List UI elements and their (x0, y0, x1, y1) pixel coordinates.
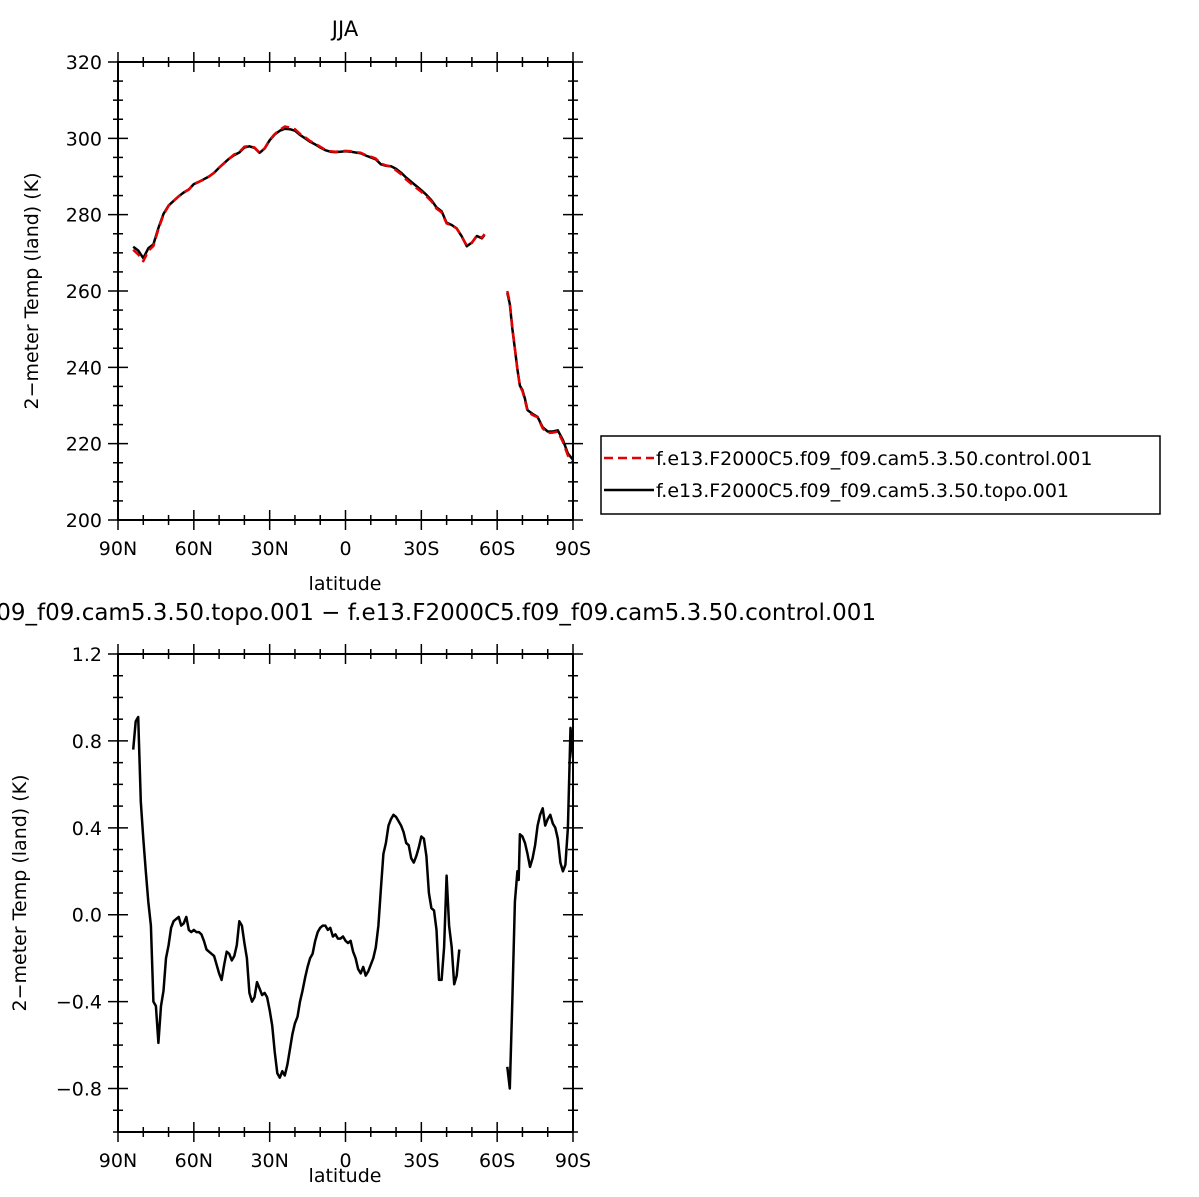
legend-label-topo: f.e13.F2000C5.f09_f09.cam5.3.50.topo.001 (656, 480, 1069, 502)
top-x-tick-label: 30N (250, 538, 288, 560)
top-x-axis-label: latitude (309, 573, 382, 595)
bottom-series-lines (131, 715, 573, 1090)
bottom-x-axis-label: latitude (309, 1165, 382, 1187)
top-x-tick-label: 30S (403, 538, 439, 560)
bottom-x-tick-label: 90N (99, 1150, 137, 1172)
top-ticks (108, 52, 583, 530)
bottom-y-tick-label: 0.0 (72, 905, 102, 927)
top-x-tick-label: 60N (175, 538, 213, 560)
top-x-tick-label: 90N (99, 538, 137, 560)
top-series-lines (132, 125, 573, 464)
bottom-panel: f.e13.F2000C5.f09_f09.cam5.3.50.topo.001… (0, 600, 876, 1187)
bottom-x-tick-label: 0 (339, 1150, 351, 1172)
bottom-y-axis-label: 2−meter Temp (land) (K) (9, 774, 31, 1011)
bottom-x-tick-label: 90S (555, 1150, 591, 1172)
top-y-tick-label: 320 (66, 52, 102, 74)
top-series-line-0-segment-1 (506, 290, 573, 464)
bottom-ticks (108, 644, 583, 1142)
top-series-line-1-segment-0 (132, 127, 486, 260)
top-y-tick-label: 200 (66, 510, 102, 532)
bottom-plot-frame (117, 653, 574, 1133)
bottom-x-tick-label: 60N (175, 1150, 213, 1172)
bottom-y-tick-label: 0.4 (72, 818, 102, 840)
legend-box (600, 435, 1161, 515)
top-y-tick-label: 280 (66, 205, 102, 227)
bottom-title: f.e13.F2000C5.f09_f09.cam5.3.50.topo.001… (0, 600, 876, 626)
top-title: JJA (330, 17, 359, 41)
top-plot-frame (117, 61, 574, 521)
top-y-tick-labels: 200 220 240 260 280 300 320 (66, 52, 102, 532)
top-y-tick-label: 300 (66, 128, 102, 150)
bottom-series-line-0-segment-0 (131, 715, 461, 1079)
bottom-y-tick-label: 1.2 (72, 644, 102, 666)
top-x-tick-label: 0 (339, 538, 351, 560)
legend: f.e13.F2000C5.f09_f09.cam5.3.50.control.… (600, 435, 1161, 515)
legend-label-control: f.e13.F2000C5.f09_f09.cam5.3.50.control.… (656, 448, 1092, 470)
bottom-y-tick-label: −0.4 (56, 992, 102, 1014)
bottom-x-tick-label: 60S (479, 1150, 515, 1172)
top-x-tick-label: 90S (555, 538, 591, 560)
bottom-x-tick-labels: 90N 60N 30N 0 30S 60S 90S (99, 1150, 591, 1172)
bottom-y-tick-labels: −0.8 −0.4 0.0 0.4 0.8 1.2 (56, 644, 102, 1101)
bottom-y-tick-label: 0.8 (72, 731, 102, 753)
top-y-tick-label: 260 (66, 281, 102, 303)
top-x-tick-labels: 90N 60N 30N 0 30S 60S 90S (99, 538, 591, 560)
top-y-tick-label: 240 (66, 357, 102, 379)
bottom-series-line-0-segment-1 (506, 726, 573, 1090)
top-x-tick-label: 60S (479, 538, 515, 560)
top-y-axis-label: 2−meter Temp (land) (K) (21, 172, 43, 409)
top-series-line-1-segment-1 (506, 292, 573, 461)
bottom-y-tick-label: −0.8 (56, 1079, 102, 1101)
bottom-x-tick-label: 30N (250, 1150, 288, 1172)
top-y-tick-label: 220 (66, 434, 102, 456)
top-panel: JJA 2−meter Temp (land) (K) latitude 200… (21, 17, 591, 595)
top-series-line-0-segment-0 (132, 125, 486, 263)
bottom-x-tick-label: 30S (403, 1150, 439, 1172)
